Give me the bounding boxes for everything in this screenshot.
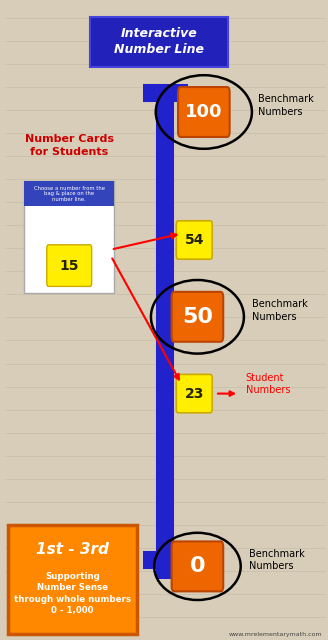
- FancyBboxPatch shape: [47, 245, 92, 287]
- FancyBboxPatch shape: [178, 87, 230, 137]
- Text: 100: 100: [185, 103, 223, 121]
- FancyBboxPatch shape: [176, 374, 212, 413]
- FancyBboxPatch shape: [172, 292, 223, 342]
- FancyBboxPatch shape: [176, 221, 212, 259]
- Text: www.mrelementarymath.com: www.mrelementarymath.com: [229, 632, 322, 637]
- Text: Benchmark
Numbers: Benchmark Numbers: [249, 549, 304, 572]
- Text: Student
Numbers: Student Numbers: [245, 372, 290, 395]
- FancyBboxPatch shape: [24, 181, 114, 207]
- Text: Number Cards
for Students: Number Cards for Students: [25, 134, 114, 157]
- Text: Interactive
Number Line: Interactive Number Line: [114, 28, 204, 56]
- Text: Benchmark
Numbers: Benchmark Numbers: [258, 95, 314, 117]
- Text: Benchmark
Numbers: Benchmark Numbers: [252, 300, 308, 321]
- Text: 50: 50: [182, 307, 213, 327]
- Text: 15: 15: [59, 259, 79, 273]
- Text: 23: 23: [185, 387, 204, 401]
- FancyBboxPatch shape: [24, 181, 114, 293]
- Text: 0: 0: [190, 556, 205, 577]
- Text: 54: 54: [184, 233, 204, 247]
- Text: Choose a number from the
bag & place on the
number line.: Choose a number from the bag & place on …: [34, 186, 105, 202]
- FancyBboxPatch shape: [8, 525, 136, 634]
- Text: Supporting
Number Sense
through whole numbers
0 - 1,000: Supporting Number Sense through whole nu…: [14, 572, 131, 615]
- Text: 1st - 3rd: 1st - 3rd: [36, 541, 109, 557]
- FancyBboxPatch shape: [90, 17, 228, 67]
- FancyBboxPatch shape: [172, 541, 223, 591]
